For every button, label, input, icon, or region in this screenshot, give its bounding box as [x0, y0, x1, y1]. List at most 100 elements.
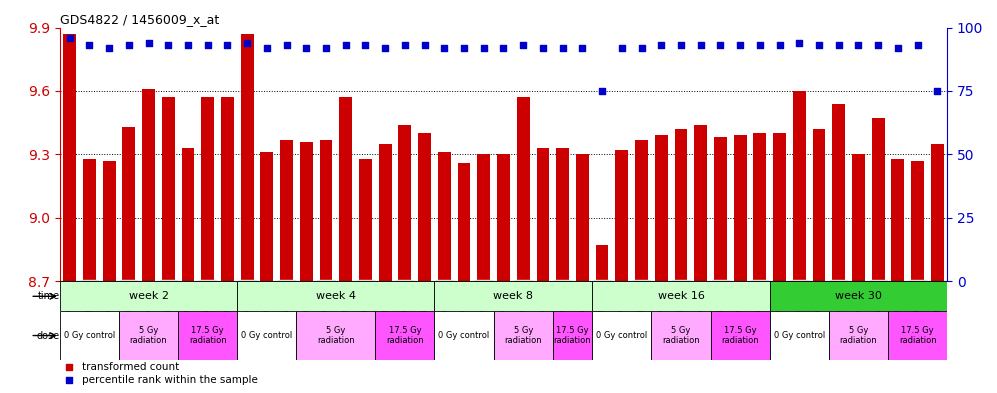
Point [397, 42, 413, 48]
Text: 0 Gy control: 0 Gy control [241, 331, 292, 340]
Bar [592, 281, 770, 311]
Bar [260, 152, 273, 281]
Point [870, 42, 886, 48]
Point [515, 42, 531, 48]
Bar [221, 97, 234, 281]
Text: 17.5 Gy
radiation: 17.5 Gy radiation [721, 326, 759, 345]
Point [792, 40, 808, 46]
Point [358, 42, 374, 48]
Bar [734, 135, 747, 281]
Bar [435, 281, 592, 311]
Text: 0 Gy control: 0 Gy control [64, 331, 115, 340]
Point [732, 42, 748, 48]
Point [62, 35, 78, 41]
Bar [871, 118, 884, 281]
Point [653, 42, 669, 48]
Point [535, 45, 551, 51]
Bar [143, 89, 155, 281]
Point [318, 45, 334, 51]
Bar [237, 281, 435, 311]
Bar [399, 125, 412, 281]
Point [239, 40, 255, 46]
Bar [770, 311, 829, 360]
Point [278, 42, 294, 48]
Bar [675, 129, 687, 281]
Bar [438, 152, 451, 281]
Point [554, 45, 570, 51]
Bar [829, 311, 888, 360]
Bar [320, 140, 332, 281]
Bar [552, 311, 592, 360]
Point [219, 42, 235, 48]
Text: 5 Gy
radiation: 5 Gy radiation [662, 326, 700, 345]
Point [456, 45, 472, 51]
Bar [793, 91, 806, 281]
Text: 0 Gy control: 0 Gy control [774, 331, 825, 340]
Bar [556, 148, 569, 281]
Point [101, 45, 117, 51]
Bar [103, 161, 116, 281]
Text: 17.5 Gy
radiation: 17.5 Gy radiation [386, 326, 424, 345]
Text: time: time [38, 291, 60, 301]
Point [61, 377, 77, 383]
Point [141, 40, 157, 46]
Point [713, 42, 729, 48]
Point [180, 42, 196, 48]
Text: dose: dose [37, 331, 60, 340]
Point [594, 88, 610, 94]
Bar [592, 311, 651, 360]
Bar [359, 159, 372, 281]
Point [437, 45, 453, 51]
Bar [458, 163, 471, 281]
Text: week 8: week 8 [494, 291, 533, 301]
Point [811, 42, 827, 48]
Bar [60, 281, 237, 311]
Bar [375, 311, 435, 360]
Bar [498, 154, 509, 281]
Text: 5 Gy
radiation: 5 Gy radiation [130, 326, 167, 345]
Bar [339, 97, 352, 281]
Bar [240, 34, 253, 281]
Point [693, 42, 709, 48]
Bar [178, 311, 237, 360]
Bar [931, 144, 944, 281]
Text: week 2: week 2 [129, 291, 168, 301]
Bar [813, 129, 826, 281]
Point [82, 42, 98, 48]
Bar [694, 125, 707, 281]
Bar [60, 311, 119, 360]
Point [772, 42, 788, 48]
Point [377, 45, 393, 51]
Bar [891, 159, 904, 281]
Text: week 30: week 30 [834, 291, 882, 301]
Text: 5 Gy
radiation: 5 Gy radiation [839, 326, 877, 345]
Point [831, 42, 846, 48]
Bar [595, 245, 608, 281]
Bar [119, 311, 178, 360]
Bar [494, 311, 552, 360]
Bar [379, 144, 392, 281]
Bar [516, 97, 529, 281]
Text: 5 Gy
radiation: 5 Gy radiation [317, 326, 355, 345]
Text: 0 Gy control: 0 Gy control [596, 331, 647, 340]
Bar [651, 311, 711, 360]
Text: percentile rank within the sample: percentile rank within the sample [82, 375, 258, 385]
Point [161, 42, 176, 48]
Point [199, 42, 215, 48]
Bar [181, 148, 194, 281]
Text: transformed count: transformed count [82, 362, 179, 373]
Point [61, 364, 77, 371]
Bar [435, 311, 494, 360]
Point [338, 42, 354, 48]
Bar [162, 97, 174, 281]
Point [673, 42, 689, 48]
Text: 0 Gy control: 0 Gy control [439, 331, 490, 340]
Point [496, 45, 511, 51]
Bar [63, 34, 76, 281]
Text: week 4: week 4 [316, 291, 356, 301]
Bar [852, 154, 864, 281]
Bar [83, 159, 96, 281]
Bar [478, 154, 491, 281]
Text: 5 Gy
radiation: 5 Gy radiation [504, 326, 542, 345]
Point [890, 45, 906, 51]
